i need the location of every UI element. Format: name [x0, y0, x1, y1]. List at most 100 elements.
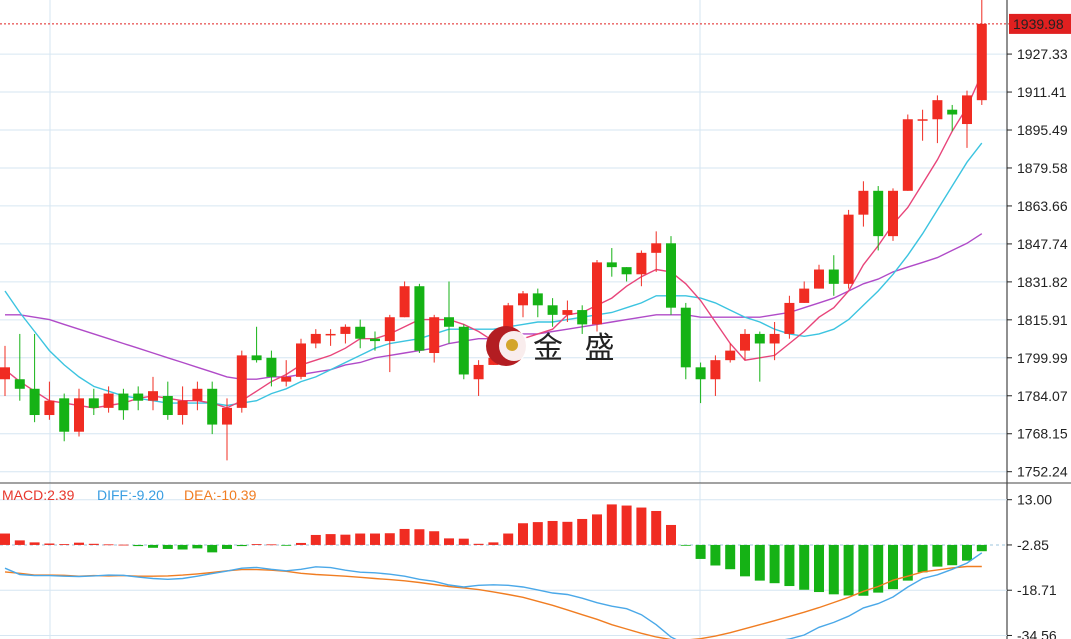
macd-bar	[636, 507, 647, 545]
candle	[444, 281, 454, 344]
candle	[162, 381, 173, 420]
macd-bar	[769, 544, 780, 584]
candle	[784, 295, 795, 339]
candle	[532, 288, 543, 318]
candle-body	[444, 317, 454, 327]
candle-body	[666, 243, 676, 308]
candle-body	[917, 119, 928, 121]
macd-bar	[59, 544, 70, 545]
candle-body	[606, 262, 617, 268]
macd-bar	[414, 529, 425, 545]
candle-body	[192, 388, 203, 401]
candle-body	[162, 395, 173, 416]
candle-body	[843, 214, 854, 284]
candle-body	[592, 262, 602, 325]
macd-lines	[4, 552, 983, 639]
candle	[14, 333, 25, 401]
macd-bar	[606, 504, 617, 545]
candle-body	[399, 286, 410, 318]
candle	[577, 305, 588, 334]
candle	[473, 360, 484, 396]
price-tick-label: 1895.49	[1017, 122, 1068, 138]
macd-bar	[873, 544, 884, 593]
candle	[222, 398, 232, 461]
candle	[814, 264, 824, 289]
candle-body	[14, 379, 25, 389]
macd-bar	[14, 540, 25, 545]
candle-body	[281, 376, 292, 382]
price-tick-label: 1863.66	[1017, 198, 1068, 214]
macd-bar	[74, 542, 84, 545]
candle-body	[651, 243, 662, 253]
macd-bar	[799, 544, 810, 590]
candle-body	[680, 307, 691, 368]
macd-bar	[710, 544, 721, 566]
candle-body	[236, 355, 247, 408]
candle	[148, 376, 158, 411]
candle	[370, 331, 380, 351]
candle-body	[222, 407, 232, 425]
macd-bar	[251, 544, 262, 545]
macd-bar	[547, 520, 558, 545]
candle	[680, 302, 691, 380]
candle-body	[296, 343, 306, 377]
candle	[88, 388, 99, 416]
candle-body	[429, 317, 440, 354]
macd-bar	[222, 544, 232, 549]
candle	[296, 338, 306, 380]
candle-body	[325, 333, 336, 336]
candle	[0, 345, 10, 396]
candle	[281, 360, 292, 387]
macd-bar	[917, 544, 928, 573]
candle	[695, 362, 706, 404]
candle-body	[88, 398, 99, 408]
macd-tick-label: -34.56	[1017, 627, 1057, 639]
candle-body	[902, 119, 913, 191]
logo-gold-dot	[506, 339, 518, 351]
candle	[636, 250, 647, 287]
candle	[932, 95, 943, 144]
candle-body	[769, 333, 780, 344]
macd-bar	[44, 543, 55, 545]
candle	[592, 259, 602, 332]
candle	[325, 329, 336, 346]
macd-bar	[429, 531, 440, 545]
price-tick-label: 1831.82	[1017, 274, 1068, 290]
macd-bar	[0, 533, 10, 545]
macd-bar	[207, 544, 218, 553]
macd-bar	[932, 544, 943, 567]
price-tick-label: 1784.07	[1017, 388, 1068, 404]
dea-line	[4, 565, 982, 639]
macd-bar	[88, 543, 99, 545]
macd-bar	[133, 544, 144, 547]
candle-body	[340, 326, 351, 334]
price-tick-label: 1752.24	[1017, 464, 1068, 480]
candle	[340, 324, 351, 344]
macd-bar	[355, 533, 366, 545]
candle-body	[384, 317, 395, 342]
macd-grid	[0, 484, 1007, 639]
candle	[236, 350, 247, 413]
candle-body	[858, 190, 869, 215]
macd-bar	[458, 538, 469, 545]
candle	[207, 381, 218, 435]
macd-bar	[103, 544, 114, 546]
macd-value-label: MACD:2.39	[2, 487, 75, 503]
macd-bar	[325, 534, 336, 545]
candle-body	[133, 393, 144, 401]
macd-bar	[488, 542, 499, 545]
candle-body	[370, 338, 380, 342]
price-tick-label: 1799.99	[1017, 350, 1068, 366]
macd-bar	[177, 544, 188, 550]
watermark-text: 金 盛	[533, 331, 621, 366]
candle	[547, 298, 558, 327]
candle	[192, 381, 203, 411]
candle-body	[44, 400, 55, 416]
candle-body	[888, 190, 898, 237]
candle	[621, 267, 632, 282]
candle-body	[828, 269, 839, 284]
macd-bar	[473, 543, 484, 545]
macd-bar	[118, 544, 129, 546]
macd-bar	[814, 544, 824, 593]
